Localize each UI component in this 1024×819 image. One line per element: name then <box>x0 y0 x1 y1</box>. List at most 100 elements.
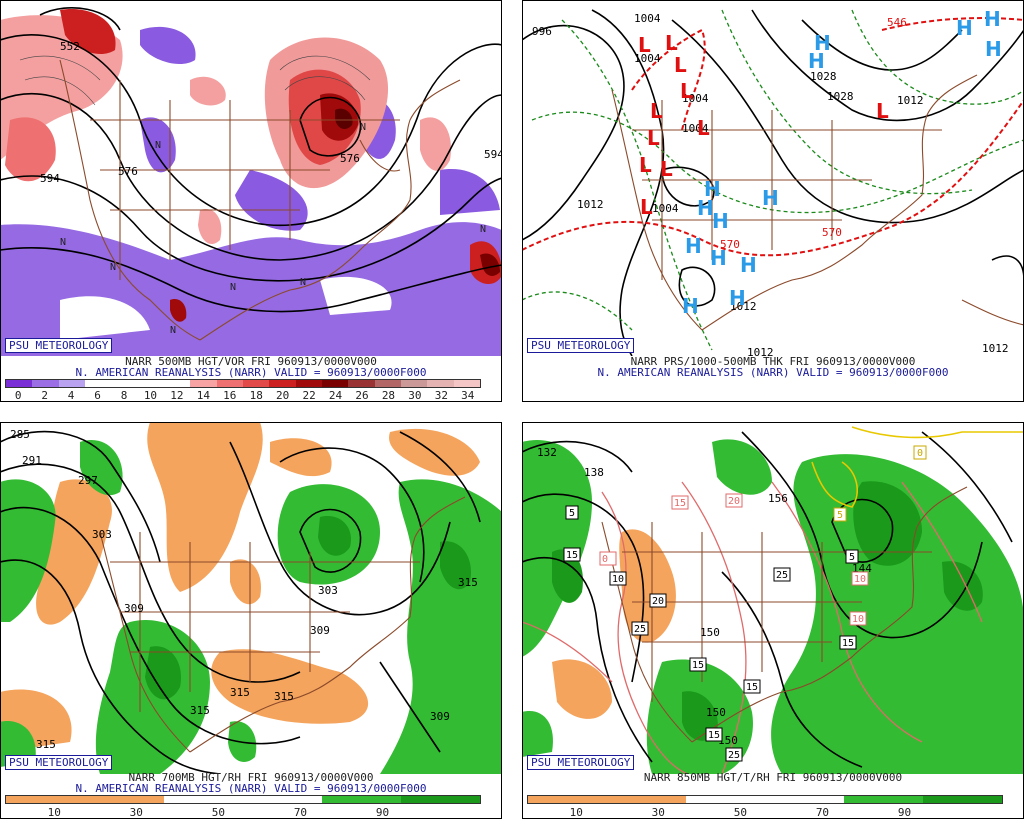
colorbar-tick-label: 18 <box>249 389 263 402</box>
high-marker: H <box>956 16 973 40</box>
temp-box: 10 <box>851 571 869 586</box>
colorbar-tick-label: 10 <box>143 389 158 402</box>
isobar-label: 570 <box>720 238 740 251</box>
t850-map: 132 138 156 144 150 150 150 5 5 5 0 0 10… <box>522 422 1024 774</box>
temp-box: 25 <box>631 621 649 636</box>
colorbar-swatch <box>923 796 1002 803</box>
colorbar-swatch <box>400 380 428 387</box>
contour-label: 315 <box>36 738 56 751</box>
panel-850mb-temp-rh: 132 138 156 144 150 150 150 5 5 5 0 0 10… <box>522 422 1024 819</box>
isobar-label: 1028 <box>827 90 854 103</box>
panel-700mb-rh: 285 291 297 303 309 303 309 315 315 315 … <box>0 422 502 819</box>
low-marker: L <box>697 116 710 140</box>
temp-box: 15 <box>563 547 581 562</box>
min-marker: N <box>110 262 116 273</box>
colorbar-tick-label: 4 <box>67 389 75 402</box>
colorbar-swatch <box>401 796 480 803</box>
colorbar-swatch <box>84 380 112 387</box>
colorbar-tick-label: 14 <box>196 389 210 402</box>
temp-label: 15 <box>842 638 854 649</box>
colorbar-tick-label: 10 <box>47 806 61 819</box>
low-marker: L <box>647 126 660 150</box>
contour-label: 291 <box>22 454 42 467</box>
vorticity-minimum-markers: N N N N N N N N <box>60 122 486 336</box>
low-marker: L <box>674 53 687 77</box>
colorbar-swatch <box>6 380 33 387</box>
colorbar-swatch <box>269 380 296 387</box>
high-marker: H <box>704 177 721 201</box>
colorbar-tick-label: 2 <box>41 389 48 402</box>
low-marker: L <box>680 79 693 103</box>
temp-label: 25 <box>776 570 788 581</box>
low-marker: L <box>638 33 651 57</box>
colorbar-swatch <box>844 796 923 803</box>
contour-label: 303 <box>92 528 112 541</box>
temp-label: 10 <box>854 574 866 585</box>
isobar-label: 1004 <box>634 12 661 25</box>
isobar-label: 546 <box>887 16 907 29</box>
vorticity-map: 552 576 594 594 576 N N N N N N N N <box>0 0 502 356</box>
panel-title: NARR PRS/1000-500MB THK FRI 960913/0000V… <box>630 355 916 368</box>
colorbar-swatch <box>242 380 270 387</box>
freezing-line <box>811 426 1024 508</box>
colorbar-tick-label: 34 <box>461 389 475 402</box>
low-pressure-markers: L L L L L L L L L L L <box>638 31 889 219</box>
contour-label: 138 <box>584 466 604 479</box>
high-marker: H <box>985 37 1002 61</box>
temp-label: 15 <box>746 682 758 693</box>
temp-label: 15 <box>674 498 686 509</box>
colorbar-swatch <box>190 380 217 387</box>
rh700-map: 285 291 297 303 309 303 309 315 315 315 … <box>0 422 502 774</box>
colorbar-swatch <box>216 380 243 387</box>
temp-label: 5 <box>849 552 855 563</box>
panel-valid-line: N. AMERICAN REANALYSIS (NARR) VALID = 96… <box>75 366 427 379</box>
temp-box: 20 <box>725 493 743 508</box>
temp-label: 15 <box>692 660 704 671</box>
temp-box: 0 <box>913 445 927 460</box>
colorbar-swatch <box>32 380 59 387</box>
colorbar-swatch <box>321 380 349 387</box>
dry-shading <box>552 529 676 719</box>
colorbar-swatch <box>6 796 85 803</box>
high-vorticity-shading <box>0 9 502 322</box>
colorbar-swatch <box>164 796 243 803</box>
moist-shading <box>0 440 502 774</box>
colorbar-tick-label: 50 <box>733 806 747 819</box>
colorbar-tick-label: 28 <box>381 389 396 402</box>
temp-label: 15 <box>708 730 720 741</box>
colorbar-swatch <box>453 380 480 387</box>
colorbar-tick-label: 6 <box>94 389 101 402</box>
colorbar-tick-label: 22 <box>302 389 316 402</box>
contour-label: 150 <box>718 734 738 747</box>
temp-label: 5 <box>837 510 843 521</box>
isobar-label: 1012 <box>747 346 774 356</box>
high-marker: H <box>685 234 702 258</box>
colorbar-swatch <box>243 796 322 803</box>
contour-label: 315 <box>190 704 210 717</box>
min-marker: N <box>155 140 161 151</box>
isobar-label: 1012 <box>897 94 924 107</box>
low-marker: L <box>639 153 652 177</box>
temp-label: 25 <box>728 750 740 761</box>
low-marker: L <box>650 99 663 123</box>
temp-label: 15 <box>566 550 578 561</box>
low-marker: L <box>660 157 673 181</box>
colorbar-swatch <box>85 796 164 803</box>
temp-box: 15 <box>671 495 689 510</box>
colorbar-tick-label: 26 <box>355 389 369 402</box>
colorbar-tick-label: 90 <box>897 806 912 819</box>
contour-label: 309 <box>430 710 450 723</box>
isobar-label: 1012 <box>982 342 1009 355</box>
contour-label: 150 <box>706 706 726 719</box>
temp-box: 25 <box>773 567 791 582</box>
temp-box: 15 <box>705 727 723 742</box>
colorbar-swatch <box>607 796 686 803</box>
temp-box: 0 <box>599 551 617 566</box>
colorbar-tick-label: 8 <box>120 389 128 402</box>
min-marker: N <box>360 122 366 133</box>
colorbar-tick-label: 30 <box>651 806 665 819</box>
isobar-label: 1028 <box>810 70 837 83</box>
temp-label: 25 <box>634 624 646 635</box>
colorbar-swatch <box>322 796 401 803</box>
contour-label: 315 <box>230 686 250 699</box>
